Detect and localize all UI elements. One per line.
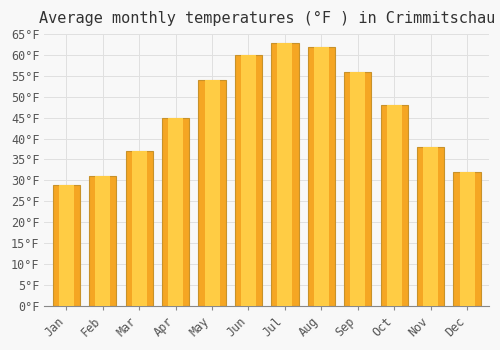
Bar [278, 43, 292, 306]
Bar [417, 147, 444, 306]
Bar [95, 176, 110, 306]
Bar [380, 105, 408, 306]
Bar [344, 72, 372, 306]
Bar [132, 151, 146, 306]
Bar [235, 55, 262, 306]
Bar [314, 47, 329, 306]
Bar [241, 55, 256, 306]
Bar [460, 172, 474, 306]
Bar [350, 72, 366, 306]
Bar [126, 151, 153, 306]
Title: Average monthly temperatures (°F ) in Crimmitschau: Average monthly temperatures (°F ) in Cr… [38, 11, 495, 26]
Bar [89, 176, 117, 306]
Bar [59, 184, 74, 306]
Bar [386, 105, 402, 306]
Bar [204, 80, 220, 306]
Bar [52, 184, 80, 306]
Bar [168, 118, 183, 306]
Bar [423, 147, 438, 306]
Bar [308, 47, 335, 306]
Bar [198, 80, 226, 306]
Bar [271, 43, 298, 306]
Bar [162, 118, 190, 306]
Bar [454, 172, 480, 306]
